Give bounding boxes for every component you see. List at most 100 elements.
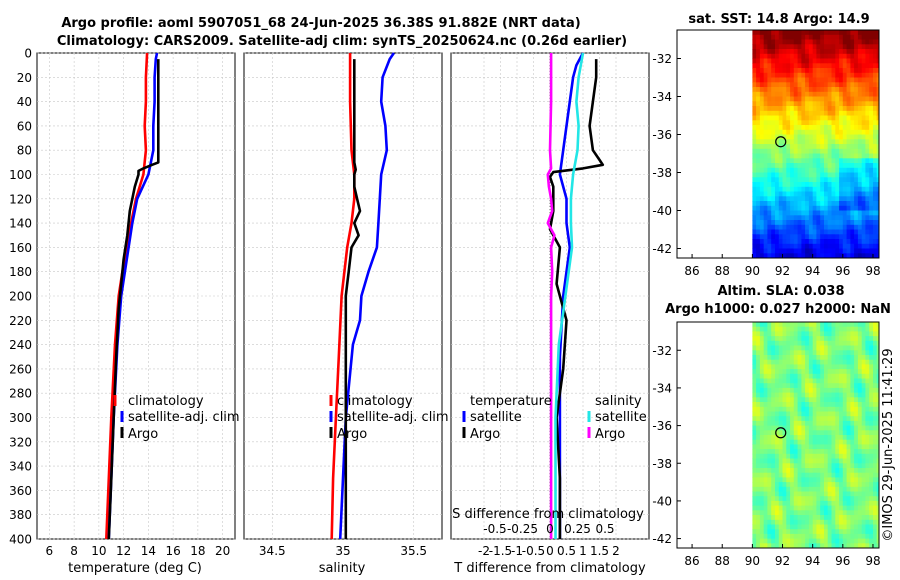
map-cell	[839, 500, 844, 507]
map-cell	[846, 239, 851, 245]
map-cell	[827, 524, 832, 530]
map-cell	[808, 134, 814, 140]
map-cell	[839, 491, 844, 497]
map-cell	[775, 496, 780, 502]
map-cell	[865, 49, 870, 55]
map-cell	[793, 345, 799, 351]
map-cell	[812, 510, 817, 516]
map-cell	[775, 322, 780, 328]
map-cell	[790, 39, 795, 45]
map-cell	[816, 205, 821, 212]
map-cell	[869, 529, 874, 535]
map-cell	[816, 378, 821, 384]
map-cell	[857, 397, 863, 403]
map-cell	[790, 101, 795, 107]
map-cell	[820, 538, 825, 544]
map-cell	[857, 326, 863, 332]
map-cell	[831, 253, 836, 258]
map-cell	[839, 96, 844, 102]
x-tick-label: 1.5	[590, 544, 609, 558]
map-cell	[873, 30, 878, 36]
map-cell	[816, 519, 821, 525]
map-cell	[763, 430, 768, 436]
map-cell	[876, 449, 879, 455]
y-tick-label: 140	[9, 217, 32, 231]
map-cell	[775, 115, 780, 121]
map-cell	[771, 416, 776, 422]
map-cell	[842, 110, 848, 117]
map-cell	[801, 101, 806, 107]
map-cell	[827, 82, 832, 88]
map-cell	[820, 234, 825, 240]
map-cell	[790, 420, 795, 427]
map-cell	[854, 72, 859, 79]
map-cell	[790, 82, 795, 88]
map-cell	[865, 163, 870, 169]
map-cell	[869, 68, 874, 74]
map-cell	[793, 144, 799, 150]
y-tick-label: 200	[9, 290, 32, 304]
map-cell	[839, 472, 844, 478]
map-cell	[775, 148, 780, 155]
map-cell	[876, 402, 879, 408]
map-cell	[778, 378, 784, 384]
map-cell	[771, 239, 776, 245]
map-cell	[835, 515, 840, 521]
map-cell	[835, 505, 840, 511]
map-cell	[869, 322, 874, 328]
map-cell	[846, 224, 851, 231]
map-cell	[805, 439, 810, 445]
map-cell	[816, 120, 821, 126]
map-cell	[842, 82, 848, 88]
map-cell	[854, 430, 859, 436]
map-cell	[812, 524, 817, 530]
map-cell	[812, 359, 817, 365]
map-cell	[816, 491, 821, 497]
map-cell	[771, 529, 776, 535]
map-cell	[816, 496, 821, 502]
map-cell	[820, 101, 825, 107]
map-cell	[786, 529, 791, 535]
map-cell	[835, 34, 840, 41]
x2-tick-label: -0.25	[507, 522, 538, 536]
map-cell	[752, 472, 757, 478]
map-cell	[839, 340, 844, 346]
map-cell	[812, 196, 817, 202]
y-tick-label: 340	[9, 460, 32, 474]
x-tick-label: 1	[579, 544, 587, 558]
map-cell	[873, 177, 878, 183]
map-cell	[808, 331, 814, 337]
map-cell	[846, 91, 851, 98]
map-cell	[824, 345, 829, 351]
map-cell	[824, 215, 829, 221]
map-cell	[869, 505, 874, 511]
map-cell	[756, 68, 761, 74]
map-cell	[846, 215, 851, 221]
map-cell	[873, 139, 878, 145]
map-cell	[873, 196, 878, 202]
map-cell	[854, 387, 859, 394]
map-cell	[808, 406, 814, 412]
map-cell	[759, 392, 765, 398]
map-cell	[850, 82, 855, 88]
map-cell	[767, 239, 772, 245]
map-cell	[782, 182, 787, 188]
map-cell	[808, 224, 814, 231]
map-cell	[767, 425, 772, 431]
map-cell	[790, 364, 795, 370]
map-cell	[793, 167, 799, 174]
map-cell	[752, 72, 757, 79]
map-cell	[816, 430, 821, 436]
map-cell	[816, 468, 821, 474]
map-cell	[861, 519, 866, 525]
map-cell	[767, 110, 772, 117]
map-cell	[869, 182, 874, 188]
map-cell	[812, 435, 817, 441]
map-cell	[812, 234, 817, 240]
map-cell	[816, 543, 821, 548]
map-cell	[775, 101, 780, 107]
map-cell	[861, 373, 866, 379]
map-cell	[865, 125, 870, 131]
map-cell	[873, 510, 878, 516]
map-cell	[778, 215, 784, 221]
